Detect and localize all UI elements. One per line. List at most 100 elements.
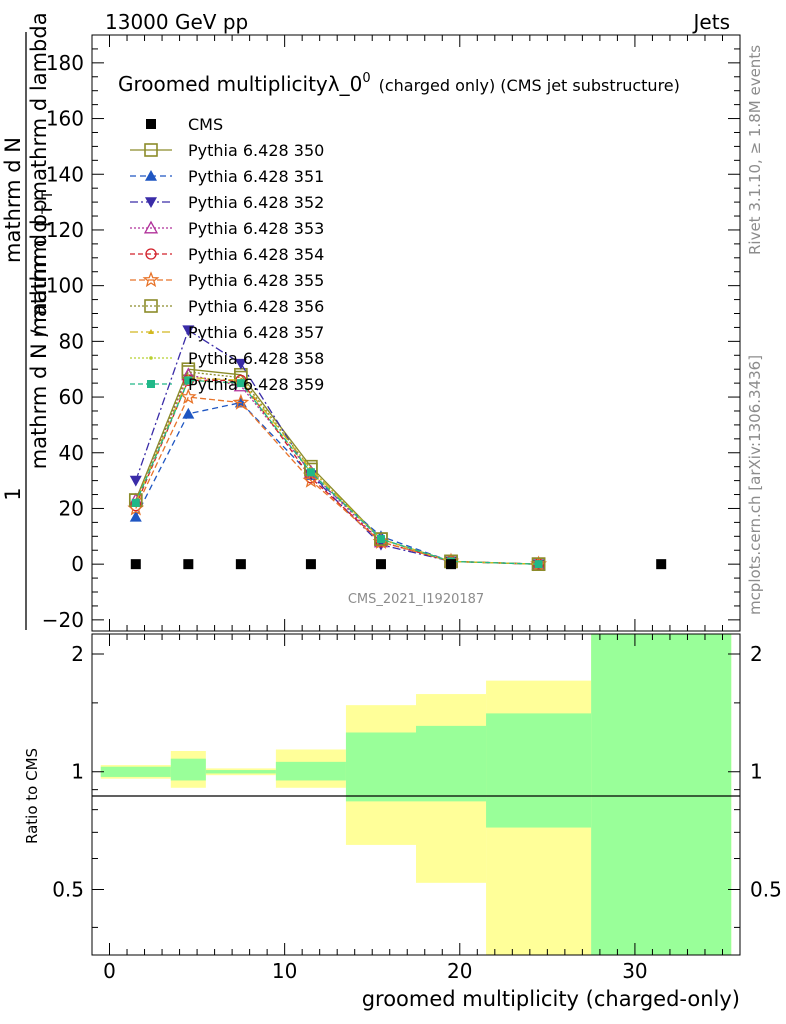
legend-marker-6 (144, 299, 158, 313)
chart-title-sub: (charged only) (CMS jet substructure) (379, 76, 680, 95)
chart-title-sup: 0 (362, 71, 370, 86)
x-axis-label: groomed multiplicity (charged-only) (362, 987, 740, 1011)
cms-data-point (130, 559, 141, 570)
y-tick-label: 40 (59, 441, 84, 465)
y-axis-label-dpt-dlambda: mathrm d pTmathrm d lambda (27, 12, 56, 337)
y-tick-label: 80 (59, 329, 84, 353)
legend: CMS Pythia 6.428 350 Pythia 6.428 351 Pythi… (130, 115, 324, 394)
y-axis-label-part-t2: T (40, 205, 56, 215)
legend-label-3: Pythia 6.428 353 (188, 219, 324, 238)
series-point-1 (182, 407, 195, 419)
chart-title: Groomed multiplicityλ_00 (charged only) (… (118, 71, 680, 96)
series-point-2 (234, 358, 247, 370)
legend-marker-3 (143, 220, 159, 234)
legend-marker-4 (145, 248, 157, 260)
cms-data-point (375, 559, 386, 570)
main-panel-background (92, 35, 740, 631)
ratio-y-tick-label-right: 0.5 (750, 877, 782, 901)
ratio-band-green-2 (205, 770, 276, 774)
series-point-2 (129, 475, 142, 487)
ratio-band-green-1 (170, 758, 206, 781)
y-tick-label: −20 (42, 608, 84, 632)
legend-marker-2 (145, 197, 157, 208)
main-panel-frame (91, 34, 741, 632)
series-point-2 (182, 325, 195, 337)
y-axis-label-dn: mathrm d N (1, 137, 25, 263)
ratio-y-tick-label-right: 1 (750, 760, 763, 784)
cms-data-point (305, 559, 316, 570)
series-point-9 (184, 376, 193, 385)
series-point-5 (180, 388, 197, 405)
y-axis-label-part-dp: mathrm d p (27, 214, 51, 338)
legend-label-cms: CMS (188, 115, 223, 134)
y-tick-label: 140 (46, 162, 84, 186)
y-tick-label: 120 (46, 218, 84, 242)
series-point-5 (302, 471, 320, 488)
legend-marker-cms (146, 119, 156, 129)
cms-data-point (235, 559, 246, 570)
ratio-y-axis-label: Ratio to CMS (23, 748, 41, 844)
legend-marker-8 (149, 356, 153, 360)
ratio-band-green-5 (416, 725, 487, 802)
cms-data-point (183, 559, 194, 570)
legend-label-8: Pythia 6.428 358 (188, 349, 324, 368)
watermark: CMS_2021_I1920187 (348, 592, 484, 607)
ratio-y-tick-label-left: 0.5 (52, 877, 84, 901)
ratio-band-green-3 (275, 761, 346, 781)
legend-label-7: Pythia 6.428 357 (188, 323, 324, 342)
y-axis-label: 1 mathrm d N / mathrm d pT mathrm d N ma… (1, 12, 56, 630)
x-tick-label: 30 (622, 959, 647, 983)
legend-label-0: Pythia 6.428 350 (188, 141, 324, 160)
main-panel: −20 0 20 40 60 80 100 120 140 160 180 (42, 34, 741, 632)
y-axis-label-part-t1: T (40, 190, 56, 200)
y-tick-label: 160 (46, 107, 84, 131)
ratio-y-tick-label-right: 2 (750, 642, 763, 666)
legend-marker-5 (142, 271, 160, 288)
series-point-9 (534, 560, 543, 569)
energy-label: 13000 GeV pp (105, 10, 248, 34)
category-label: Jets (692, 10, 730, 34)
y-axis-label-numerator-one: 1 (1, 487, 25, 500)
legend-marker-1 (145, 170, 157, 181)
legend-marker-0 (144, 143, 158, 157)
ratio-y-tick-label-left: 1 (71, 760, 84, 784)
y-tick-label: 60 (59, 385, 84, 409)
mcplots-label: mcplots.cern.ch [arXiv:1306.3436] (746, 355, 764, 615)
legend-label-1: Pythia 6.428 351 (188, 167, 324, 186)
ratio-band-green-0 (100, 766, 171, 777)
legend-label-4: Pythia 6.428 354 (188, 245, 324, 264)
series-point-9 (306, 468, 315, 477)
legend-marker-7 (148, 329, 154, 334)
y-axis-label-denominator: mathrm d N / mathrm d pT (27, 190, 56, 469)
ratio-y-tick-label-left: 2 (71, 642, 84, 666)
series-point-9 (131, 498, 140, 507)
y-tick-label: 100 (46, 274, 84, 298)
x-tick-label: 20 (447, 959, 472, 983)
ratio-panel: 0 10 20 30 0.5 0.5 1 1 2 2 (52, 633, 782, 983)
rivet-label: Rivet 3.1.10, ≥ 1.8M events (746, 45, 764, 255)
cms-data-point (446, 559, 457, 570)
chart-title-main: Groomed multiplicityλ_0 (118, 72, 362, 96)
x-tick-label: 10 (272, 959, 297, 983)
y-tick-label: 180 (46, 51, 84, 75)
series-point-5 (232, 393, 250, 410)
y-tick-label: 20 (59, 496, 84, 520)
y-axis-label-part-dndpt: mathrm d N / mathrm d p (27, 199, 51, 469)
series-point-1 (129, 510, 142, 522)
x-tick-label: 0 (103, 959, 116, 983)
ratio-band-green-7 (591, 634, 732, 955)
legend-label-9: Pythia 6.428 359 (188, 375, 324, 394)
series-point-6 (374, 532, 388, 546)
y-tick-label: 0 (71, 552, 84, 576)
ratio-band-green-6 (486, 713, 592, 828)
legend-label-6: Pythia 6.428 356 (188, 297, 324, 316)
ratio-band-green-4 (345, 732, 416, 802)
cms-data-point (656, 559, 667, 570)
legend-label-2: Pythia 6.428 352 (188, 193, 324, 212)
series-point-9 (376, 535, 385, 544)
legend-label-5: Pythia 6.428 355 (188, 271, 324, 290)
series-point-9 (236, 379, 245, 388)
y-axis-label-part-dlambda: mathrm d lambda (27, 12, 51, 201)
legend-marker-9 (147, 380, 155, 388)
